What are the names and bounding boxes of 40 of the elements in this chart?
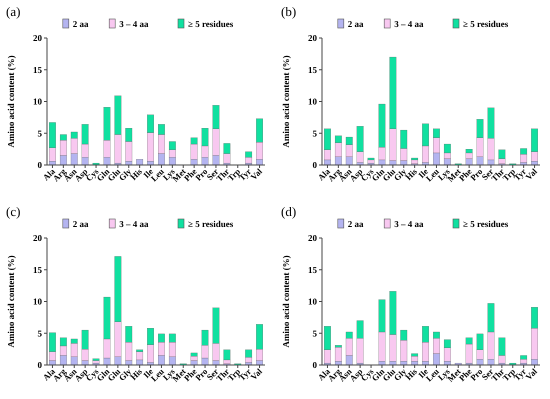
legend-label: 2 aa [348,19,364,29]
legend-label: ≥ 5 residues [188,219,234,229]
legend-label: 2 aa [72,19,90,29]
y-tick-label: 5 [312,128,318,138]
y-tick-label: 15 [308,64,318,75]
legend-label: 3 – 4 aa [119,219,149,229]
y-tick-label: 10 [33,96,42,106]
y-axis-title: Amino acid content (%) [281,255,291,348]
y-tick-label: 15 [33,64,42,75]
y-tick-label: 20 [33,233,42,243]
legend-label: ≥ 5 residues [463,219,509,229]
chart-title: (b) [281,4,296,19]
y-tick-label: 20 [308,33,318,43]
y-tick-label: 10 [308,296,318,306]
chart-title: (d) [281,204,296,219]
chart-title: (a) [6,4,20,19]
legend-label: 3 – 4 aa [394,19,424,29]
legend-label: ≥ 5 residues [463,19,509,29]
chart-title: (c) [6,204,20,219]
y-tick-label: 0 [312,360,318,370]
y-axis-title: Amino acid content (%) [281,55,291,148]
y-tick-label: 0 [312,160,318,170]
legend-label: 2 aa [348,219,364,229]
y-tick-label: 20 [33,33,42,43]
y-axis-title: Amino acid content (%) [6,255,16,348]
y-tick-label: 5 [312,328,318,338]
legend-label: 3 – 4 aa [394,219,424,229]
legend-label: 3 – 4 aa [119,19,149,29]
y-tick-label: 10 [308,96,318,106]
y-tick-label: 15 [33,264,42,275]
y-axis-title: Amino acid content (%) [6,55,16,148]
legend-label: ≥ 5 residues [188,19,234,29]
y-tick-label: 10 [33,296,42,306]
y-tick-label: 5 [38,328,42,338]
y-tick-label: 0 [38,360,42,370]
y-tick-label: 20 [308,233,318,243]
y-tick-label: 0 [38,160,42,170]
y-tick-label: 15 [308,264,318,275]
legend-label: 2 aa [72,219,90,229]
y-tick-label: 5 [38,128,42,138]
